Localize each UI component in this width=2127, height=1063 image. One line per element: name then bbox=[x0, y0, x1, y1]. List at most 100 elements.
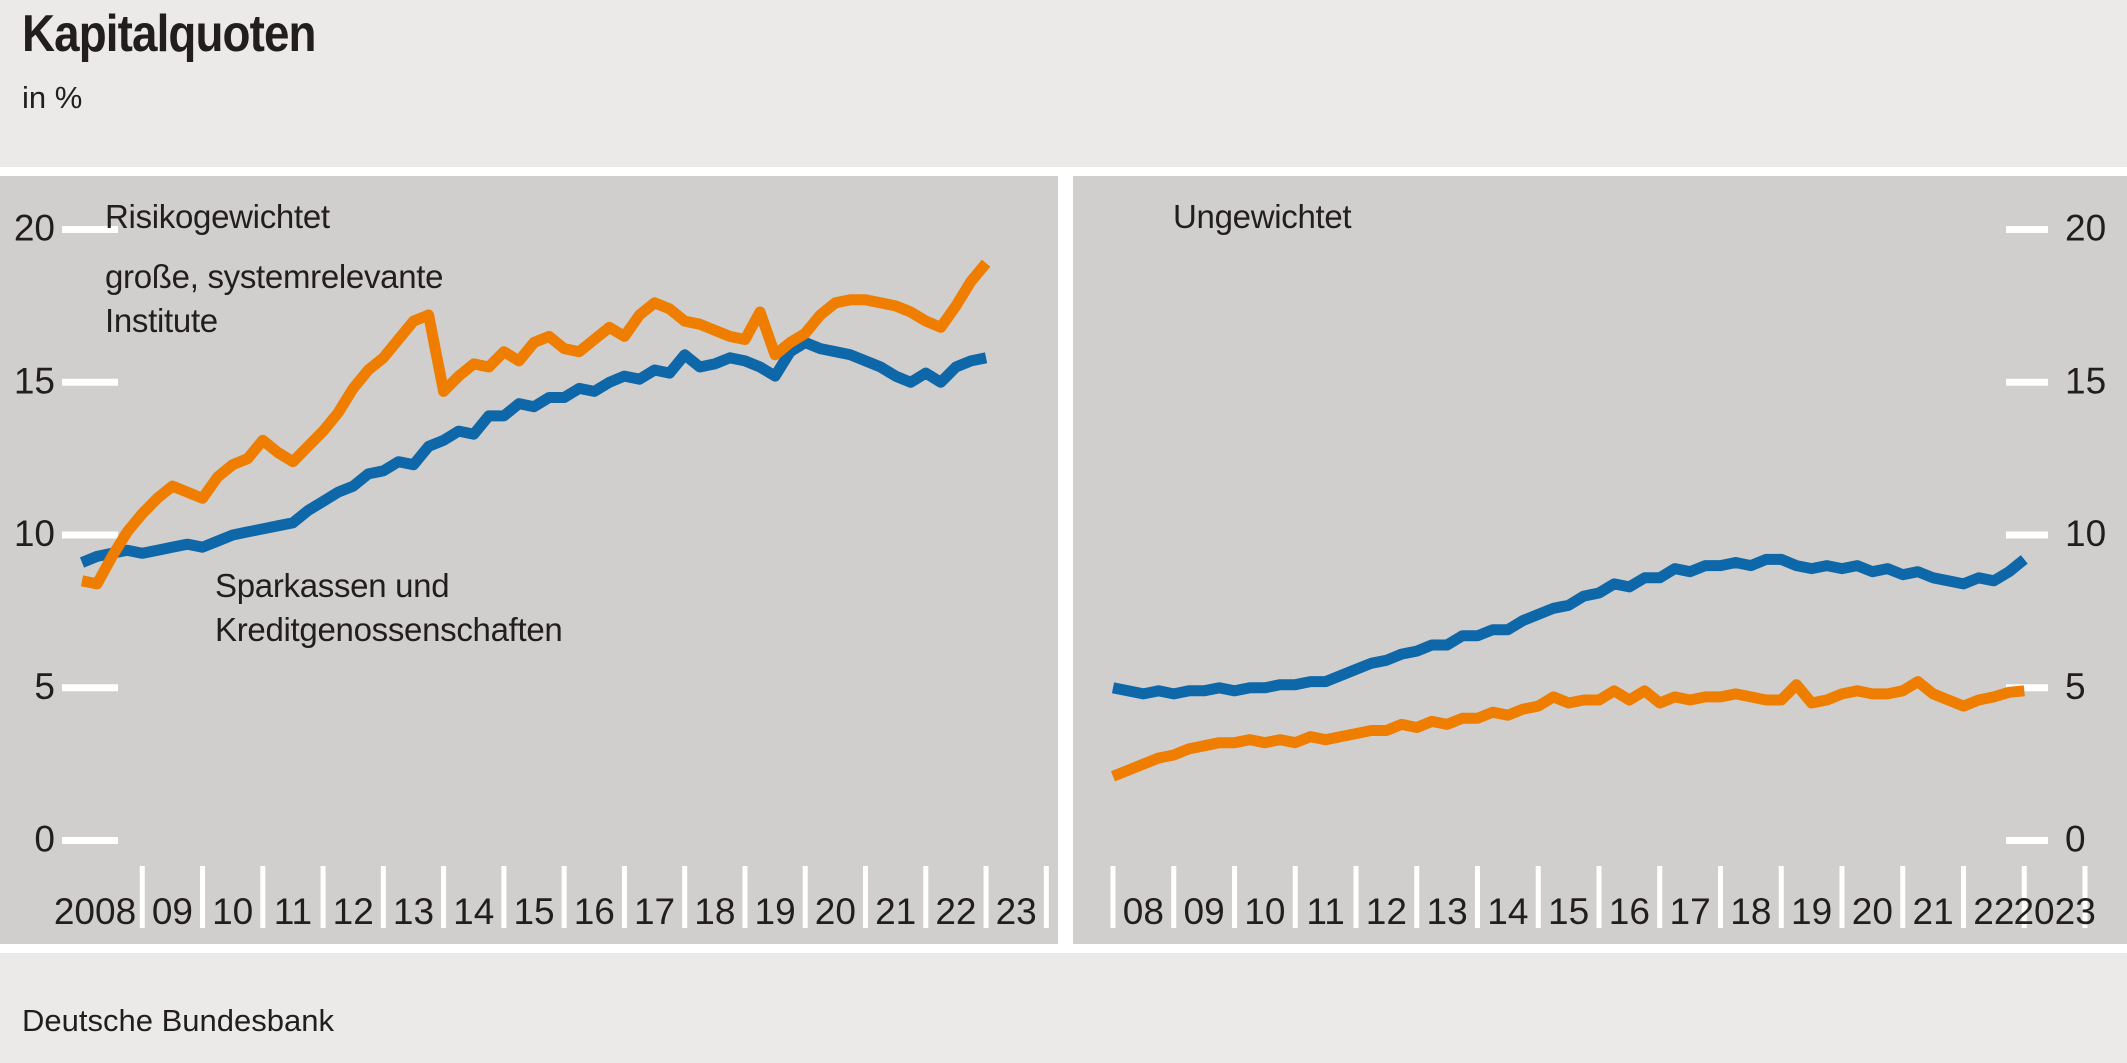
panel-title: Risikogewichtet bbox=[105, 198, 330, 235]
x-axis-tick bbox=[742, 866, 748, 928]
x-axis-tick bbox=[1839, 866, 1845, 928]
x-axis-tick-label: 17 bbox=[634, 891, 675, 932]
x-axis-tick-label: 18 bbox=[1730, 891, 1771, 932]
panel-risikogewichtet: 0 5 10 15 20 2008 09 10 11 12 13 14 15 16 17 18 19 20 21 22… bbox=[0, 176, 1058, 944]
x-axis-tick-label: 13 bbox=[1427, 891, 1468, 932]
x-axis-tick bbox=[621, 866, 627, 928]
x-axis-tick bbox=[682, 866, 688, 928]
x-axis-tick-label: 15 bbox=[513, 891, 554, 932]
y-axis-tick-label: 10 bbox=[2065, 513, 2106, 554]
x-axis-tick bbox=[1353, 866, 1359, 928]
x-axis-tick-label: 12 bbox=[333, 891, 374, 932]
y-axis-tick-label: 15 bbox=[2065, 360, 2106, 401]
y-axis-tick-label: 0 bbox=[2065, 819, 2086, 860]
y-axis-tick-label: 5 bbox=[2065, 666, 2086, 707]
x-axis-tick bbox=[1292, 866, 1298, 928]
x-axis-tick-label: 19 bbox=[1791, 891, 1832, 932]
x-axis-tick bbox=[320, 866, 326, 928]
x-axis-tick-label: 21 bbox=[875, 891, 916, 932]
x-axis-tick bbox=[2082, 866, 2088, 928]
x-axis-tick bbox=[441, 866, 447, 928]
x-axis-tick-label: 12 bbox=[1366, 891, 1407, 932]
series-line-blue bbox=[1111, 553, 2028, 700]
chart-ungewichtet: 0 5 10 15 20 08 09 10 11 12 13 14 15 16 17 18 19 20 21 22 20… bbox=[1110, 198, 2106, 932]
x-axis-tick bbox=[1900, 866, 1906, 928]
x-axis-tick bbox=[923, 866, 929, 928]
x-axis-tick bbox=[1718, 866, 1723, 928]
x-axis-tick bbox=[1414, 866, 1420, 928]
x-axis-tick bbox=[380, 866, 386, 928]
x-axis-tick bbox=[1475, 866, 1480, 928]
x-axis-tick-label: 11 bbox=[1306, 891, 1344, 932]
x-axis-tick-label: 16 bbox=[574, 891, 615, 932]
x-axis-tick-label: 10 bbox=[212, 891, 253, 932]
x-axis-tick bbox=[501, 866, 507, 928]
x-axis-tick-label: 13 bbox=[393, 891, 434, 932]
x-axis-tick-label: 22 bbox=[1973, 891, 2014, 932]
x-axis-tick-label: 15 bbox=[1548, 891, 1589, 932]
chart-footer-band: Deutsche Bundesbank bbox=[0, 953, 2127, 1063]
series-line-blue bbox=[79, 337, 988, 568]
x-axis-tick bbox=[200, 866, 206, 928]
x-axis-tick bbox=[1778, 866, 1784, 928]
series-label: Sparkassen und Kreditgenossenschaften bbox=[215, 567, 562, 648]
series-label: große, systemrelevante Institute bbox=[105, 258, 443, 339]
y-axis-tick-label: 15 bbox=[14, 360, 55, 401]
x-axis-tick-label: 21 bbox=[1913, 891, 1954, 932]
x-axis-tick bbox=[139, 866, 145, 928]
x-axis-tick-label: 19 bbox=[755, 891, 796, 932]
x-axis-tick bbox=[260, 866, 266, 928]
x-axis-tick-label: 09 bbox=[152, 891, 193, 932]
y-axis-tick-label: 20 bbox=[14, 208, 55, 249]
series-line-orange bbox=[1110, 676, 2025, 782]
y-axis-tick bbox=[2006, 531, 2048, 539]
y-axis-tick-label: 5 bbox=[34, 666, 55, 707]
y-axis-tick bbox=[62, 684, 118, 692]
x-axis-tick bbox=[983, 866, 989, 928]
y-axis-tick-label: 10 bbox=[14, 513, 55, 554]
x-axis-tick-label: 14 bbox=[453, 891, 494, 932]
x-axis-tick bbox=[2021, 866, 2027, 928]
x-axis-tick-label: 11 bbox=[274, 891, 312, 932]
x-axis-tick bbox=[1535, 866, 1541, 928]
x-axis-tick bbox=[1596, 866, 1602, 928]
x-axis-tick-label: 20 bbox=[1852, 891, 1893, 932]
x-axis-tick bbox=[1657, 866, 1663, 928]
y-axis-tick bbox=[62, 378, 118, 386]
x-axis-tick-label: 18 bbox=[694, 891, 735, 932]
x-axis-tick bbox=[1043, 866, 1049, 928]
unit-label: in % bbox=[22, 80, 83, 115]
x-axis-tick bbox=[802, 866, 808, 928]
y-axis-tick bbox=[62, 531, 118, 539]
y-axis-tick bbox=[2006, 378, 2048, 386]
x-axis-tick bbox=[1232, 866, 1237, 928]
x-axis-tick bbox=[1171, 866, 1177, 928]
x-axis-tick-label: 14 bbox=[1487, 891, 1528, 932]
x-axis-tick-label: 10 bbox=[1244, 891, 1285, 932]
y-axis-tick-label: 0 bbox=[34, 819, 55, 860]
y-axis-tick bbox=[62, 226, 118, 233]
y-axis-tick-label: 20 bbox=[2065, 208, 2106, 249]
chart-header-band: Kapitalquoten in % bbox=[0, 0, 2127, 167]
x-axis-tick-label: 23 bbox=[996, 891, 1037, 932]
x-axis-tick bbox=[863, 866, 869, 928]
x-axis-tick-label: 17 bbox=[1670, 891, 1711, 932]
chart-risikogewichtet: 0 5 10 15 20 2008 09 10 11 12 13 14 15 16 17 18 19 20 21 22… bbox=[14, 198, 1049, 932]
y-axis-tick bbox=[62, 837, 118, 844]
x-axis-tick bbox=[1961, 866, 1966, 928]
y-axis-tick bbox=[2006, 837, 2048, 844]
x-axis-tick-label: 22 bbox=[935, 891, 976, 932]
source-label: Deutsche Bundesbank bbox=[22, 1003, 334, 1038]
y-axis-tick bbox=[2006, 226, 2048, 233]
panel-title: Ungewichtet bbox=[1173, 198, 1351, 235]
x-axis-tick-label: 2008 bbox=[54, 891, 136, 932]
x-axis-tick-label: 2023 bbox=[2013, 891, 2095, 932]
panel-ungewichtet: 0 5 10 15 20 08 09 10 11 12 13 14 15 16 17 18 19 20 21 22 20… bbox=[1073, 176, 2127, 944]
x-axis-tick-label: 20 bbox=[815, 891, 856, 932]
x-axis-tick-label: 08 bbox=[1123, 891, 1164, 932]
page-title: Kapitalquoten bbox=[22, 5, 317, 63]
y-axis-tick bbox=[2006, 684, 2048, 692]
x-axis-tick-label: 16 bbox=[1609, 891, 1650, 932]
x-axis-tick-label: 09 bbox=[1184, 891, 1225, 932]
x-axis-tick bbox=[561, 866, 567, 928]
